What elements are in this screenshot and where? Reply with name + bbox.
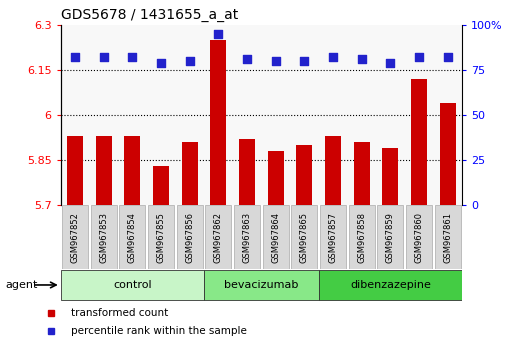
Bar — [148, 205, 174, 269]
Bar — [378, 205, 403, 269]
Bar — [204, 270, 319, 300]
Bar — [325, 136, 341, 205]
Point — [300, 58, 308, 64]
Bar — [211, 40, 226, 205]
Text: GSM967853: GSM967853 — [99, 212, 108, 263]
Text: dibenzazepine: dibenzazepine — [350, 280, 431, 290]
Bar — [291, 205, 317, 269]
Point — [444, 55, 452, 60]
Bar — [411, 79, 427, 205]
Bar — [297, 145, 312, 205]
Bar — [234, 205, 260, 269]
Text: GSM967861: GSM967861 — [443, 212, 452, 263]
Point — [157, 60, 165, 65]
Bar — [435, 205, 460, 269]
Bar — [67, 136, 83, 205]
Bar — [62, 205, 88, 269]
Bar — [96, 136, 111, 205]
Point — [128, 55, 137, 60]
Text: GSM967859: GSM967859 — [386, 212, 395, 263]
Bar — [354, 142, 370, 205]
Point — [415, 55, 423, 60]
Text: GSM967863: GSM967863 — [242, 212, 251, 263]
Text: GSM967855: GSM967855 — [156, 212, 166, 263]
Bar — [349, 205, 374, 269]
Bar — [268, 151, 284, 205]
Text: control: control — [113, 280, 152, 290]
Bar — [440, 103, 456, 205]
Point — [214, 31, 223, 37]
Point — [386, 60, 394, 65]
Point — [99, 55, 108, 60]
Text: GSM967865: GSM967865 — [300, 212, 309, 263]
Text: GSM967862: GSM967862 — [214, 212, 223, 263]
Bar — [320, 205, 346, 269]
Text: GSM967856: GSM967856 — [185, 212, 194, 263]
Bar — [177, 205, 203, 269]
Text: bevacizumab: bevacizumab — [224, 280, 298, 290]
Bar — [61, 270, 204, 300]
Text: GDS5678 / 1431655_a_at: GDS5678 / 1431655_a_at — [61, 8, 238, 22]
Text: GSM967852: GSM967852 — [71, 212, 80, 263]
Point — [185, 58, 194, 64]
Point — [271, 58, 280, 64]
Bar — [239, 139, 255, 205]
Bar — [125, 136, 140, 205]
Text: GSM967864: GSM967864 — [271, 212, 280, 263]
Point — [357, 56, 366, 62]
Text: GSM967858: GSM967858 — [357, 212, 366, 263]
Bar — [153, 166, 169, 205]
Point — [71, 55, 79, 60]
Bar — [406, 205, 432, 269]
Bar — [382, 148, 398, 205]
Bar — [182, 142, 197, 205]
Text: transformed count: transformed count — [71, 308, 168, 318]
Text: GSM967854: GSM967854 — [128, 212, 137, 263]
Point — [329, 55, 337, 60]
Bar — [205, 205, 231, 269]
Text: agent: agent — [5, 280, 37, 290]
Bar — [119, 205, 145, 269]
Point — [243, 56, 251, 62]
Bar — [91, 205, 117, 269]
Text: percentile rank within the sample: percentile rank within the sample — [71, 326, 247, 336]
Bar — [263, 205, 289, 269]
Text: GSM967857: GSM967857 — [328, 212, 337, 263]
Text: GSM967860: GSM967860 — [414, 212, 423, 263]
Bar — [319, 270, 462, 300]
